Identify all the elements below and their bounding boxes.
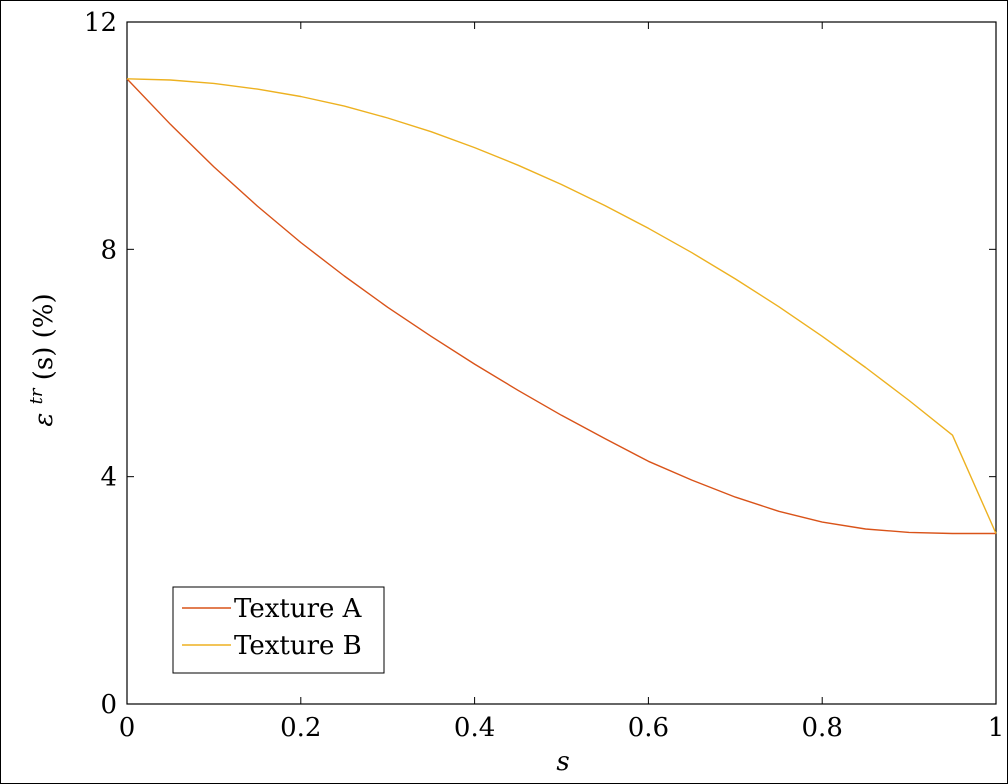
x-axis-label: s: [556, 747, 569, 777]
y-axis-label: ε tr (s) (%): [19, 293, 59, 426]
series-line-2: [126, 78, 997, 534]
legend-label-2: Texture B: [234, 631, 362, 661]
x-tick-label: 0: [119, 713, 136, 743]
legend-label-1: Texture A: [234, 594, 363, 624]
y-axis-label-superscript: tr: [26, 387, 47, 404]
y-tick-label: 4: [100, 463, 117, 493]
legend: Texture A Texture B: [172, 586, 385, 674]
series-layer: [126, 78, 997, 535]
plot-frame: [126, 21, 997, 705]
legend-box: [172, 586, 385, 674]
x-tick-label: 1: [988, 713, 1005, 743]
y-tick-label: 8: [100, 235, 117, 265]
y-axis-label-base: ε: [29, 413, 59, 427]
series-line-1: [126, 78, 996, 535]
plot-area: [126, 21, 997, 705]
y-tick-label: 12: [84, 8, 117, 38]
x-tick-label: 0.2: [280, 713, 321, 743]
x-tick-label: 0.4: [454, 713, 495, 743]
ticks-layer: 0 0.2 0.4 0.6 0.8 1 0 4 8 12: [84, 8, 1004, 743]
x-tick-label: 0.6: [628, 713, 669, 743]
x-tick-label: 0.8: [802, 713, 843, 743]
y-axis-label-rest: (s) (%): [29, 293, 59, 380]
y-tick-label: 0: [100, 690, 117, 720]
